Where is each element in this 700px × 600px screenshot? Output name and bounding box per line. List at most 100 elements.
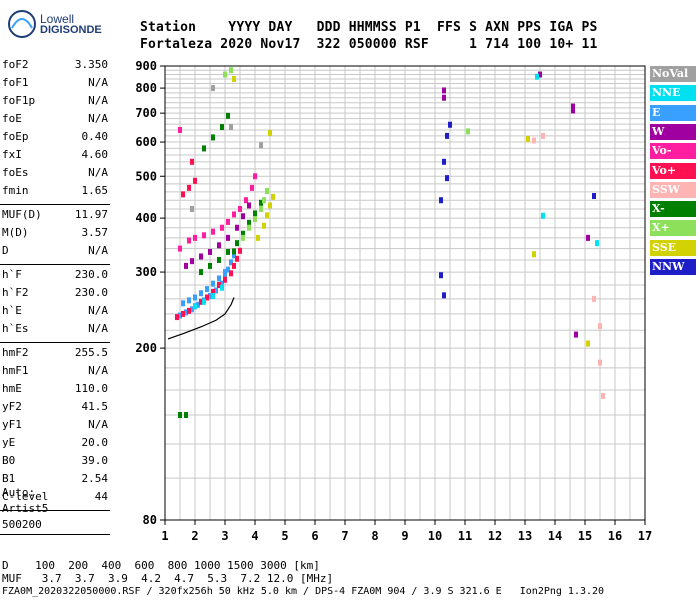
data-point bbox=[598, 359, 602, 366]
legend-item-noval: NoVal bbox=[650, 66, 696, 82]
param-name: yE bbox=[2, 436, 16, 449]
data-point bbox=[181, 300, 185, 307]
legend-item-e: E bbox=[650, 104, 696, 121]
param-separator bbox=[0, 510, 110, 511]
y-tick-label: 80 bbox=[143, 513, 157, 527]
param-value: N/A bbox=[88, 322, 108, 335]
data-point bbox=[205, 286, 209, 293]
param-value: N/A bbox=[88, 244, 108, 257]
param-name: fmin bbox=[2, 184, 29, 197]
x-tick-label: 6 bbox=[311, 529, 318, 543]
data-point bbox=[232, 75, 236, 82]
param-value: 3.57 bbox=[81, 226, 109, 239]
data-point bbox=[217, 242, 221, 249]
footer-muf-row: MUF 3.7 3.7 3.9 4.2 4.7 5.3 7.2 12.0 [MH… bbox=[2, 572, 334, 585]
data-point bbox=[199, 253, 203, 260]
data-point bbox=[211, 280, 215, 287]
data-point bbox=[442, 158, 446, 165]
param-separator bbox=[0, 342, 110, 343]
param-value: N/A bbox=[88, 166, 108, 179]
x-tick-label: 16 bbox=[608, 529, 622, 543]
data-point bbox=[226, 218, 230, 225]
param-value: 1.65 bbox=[81, 184, 109, 197]
data-point bbox=[229, 67, 233, 74]
data-point bbox=[538, 71, 542, 78]
data-point bbox=[187, 307, 191, 314]
data-point bbox=[190, 306, 194, 313]
data-point bbox=[259, 205, 263, 212]
param-name: foEp bbox=[2, 130, 29, 143]
data-point bbox=[256, 234, 260, 241]
param-value: N/A bbox=[88, 364, 108, 377]
data-point bbox=[178, 126, 182, 133]
data-point bbox=[250, 184, 254, 191]
param-row: yF2 41.5 bbox=[2, 400, 108, 418]
data-point bbox=[571, 107, 575, 114]
param-value: N/A bbox=[88, 94, 108, 107]
x-tick-label: 1 bbox=[161, 529, 168, 543]
auto-version: 500200 bbox=[2, 518, 42, 531]
data-point bbox=[199, 269, 203, 276]
param-separator bbox=[0, 204, 110, 205]
data-point bbox=[184, 412, 188, 419]
param-row: foF1 N/A bbox=[2, 76, 108, 94]
footer-file-info: FZA0M_2020322050000.RSF / 320fx256h 50 k… bbox=[2, 586, 605, 597]
data-point bbox=[241, 234, 245, 241]
data-point bbox=[232, 262, 236, 269]
data-point bbox=[265, 212, 269, 219]
data-point bbox=[574, 331, 578, 338]
data-point bbox=[445, 132, 449, 139]
param-name: hmF1 bbox=[2, 364, 29, 377]
param-row: fmin 1.65 bbox=[2, 184, 108, 202]
x-tick-label: 14 bbox=[548, 529, 562, 543]
param-name: D bbox=[2, 244, 9, 257]
param-row: M(D) 3.57 bbox=[2, 226, 108, 244]
param-name: B0 bbox=[2, 454, 16, 467]
data-point bbox=[259, 142, 263, 149]
param-row: MUF(D) 11.97 bbox=[2, 208, 108, 226]
logo-line2: DIGISONDE bbox=[40, 24, 102, 36]
data-point bbox=[223, 71, 227, 78]
param-name: yF2 bbox=[2, 400, 22, 413]
data-point bbox=[226, 248, 230, 255]
param-value: 230.0 bbox=[74, 268, 108, 281]
param-value: N/A bbox=[88, 76, 108, 89]
legend-item-vo: Vo+ bbox=[650, 162, 696, 179]
param-value: 2.54 bbox=[81, 472, 109, 485]
data-point bbox=[439, 197, 443, 204]
data-point bbox=[232, 252, 236, 259]
x-tick-label: 4 bbox=[251, 529, 258, 543]
param-value: 230.0 bbox=[74, 286, 108, 299]
data-point bbox=[178, 312, 182, 319]
data-point bbox=[208, 248, 212, 255]
x-tick-label: 17 bbox=[638, 529, 652, 543]
y-tick-label: 600 bbox=[135, 135, 157, 149]
param-row: B0 39.0 bbox=[2, 454, 108, 472]
data-point bbox=[268, 202, 272, 209]
param-value: N/A bbox=[88, 304, 108, 317]
param-value: 0.40 bbox=[81, 130, 109, 143]
x-tick-label: 7 bbox=[341, 529, 348, 543]
x-tick-label: 8 bbox=[371, 529, 378, 543]
y-tick-label: 300 bbox=[135, 265, 157, 279]
data-point bbox=[442, 292, 446, 299]
legend-item-vo: Vo- bbox=[650, 143, 696, 160]
data-point bbox=[178, 245, 182, 252]
data-point bbox=[178, 412, 182, 419]
data-point bbox=[214, 287, 218, 294]
data-point bbox=[238, 247, 242, 254]
data-point bbox=[247, 202, 251, 209]
param-value: 255.5 bbox=[74, 346, 108, 359]
param-name: h`F bbox=[2, 268, 22, 281]
auto-label: Auto: bbox=[2, 486, 36, 499]
data-point bbox=[532, 137, 536, 144]
x-tick-label: 12 bbox=[488, 529, 502, 543]
param-row: hmE 110.0 bbox=[2, 382, 108, 400]
data-point bbox=[595, 240, 599, 247]
data-point bbox=[205, 294, 209, 301]
param-row: h`F2 230.0 bbox=[2, 286, 108, 304]
data-point bbox=[439, 272, 443, 279]
param-row: h`F 230.0 bbox=[2, 268, 108, 286]
data-point bbox=[190, 158, 194, 165]
logo-line1: Lowell bbox=[40, 12, 75, 26]
